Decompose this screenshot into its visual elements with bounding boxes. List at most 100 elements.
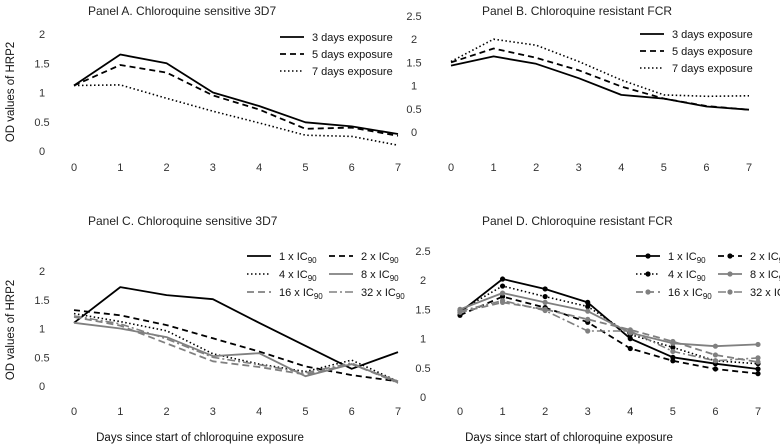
legend-label: 8 x IC90 [750, 269, 780, 283]
series-line [73, 309, 399, 383]
x-tick-label: 0 [71, 406, 77, 418]
legend-label: 1 x IC90 [279, 251, 317, 265]
panel-title: Panel B. Chloroquine resistant FCR [482, 4, 672, 18]
x-tick-label: 6 [349, 162, 355, 174]
data-point [542, 307, 548, 314]
legend-label: 32 x IC90 [361, 287, 405, 301]
x-tick-label: 5 [302, 406, 308, 418]
x-tick-label: 6 [712, 406, 718, 418]
y-tick-label: 0.5 [34, 117, 49, 129]
y-tick-label: 0 [411, 127, 417, 139]
y-tick-label: 1 [39, 88, 45, 100]
x-tick-label: 0 [448, 162, 454, 174]
legend-label: 4 x IC90 [668, 269, 706, 283]
panel-b: Panel B. Chloroquine resistant FCR 0 0.5 1 1… [406, 4, 752, 174]
x-tick-label: 5 [302, 162, 308, 174]
y-tick-label: 1.5 [415, 304, 430, 316]
series-line [459, 278, 759, 370]
series-line [73, 286, 399, 370]
legend-label: 1 x IC90 [668, 251, 706, 265]
y-tick-label: 1.5 [34, 58, 49, 70]
data-point [499, 283, 506, 289]
y-tick-label: 2 [420, 275, 426, 287]
legend-label: 2 x IC90 [361, 251, 399, 265]
series-line [73, 321, 399, 383]
data-point [585, 299, 591, 305]
data-point [712, 352, 719, 358]
legend-label: 16 x IC90 [279, 287, 323, 301]
legend-marker [645, 253, 651, 259]
x-tick-label: 7 [395, 162, 401, 174]
legend-label: 5 days exposure [312, 49, 393, 61]
data-point [627, 336, 633, 342]
x-tick-label: 4 [256, 406, 262, 418]
x-tick-label: 7 [755, 406, 761, 418]
x-tick-label: 6 [703, 162, 709, 174]
data-point [499, 298, 506, 304]
x-tick-label: 4 [627, 406, 633, 418]
data-point [755, 359, 761, 365]
data-point [542, 286, 548, 292]
panel-a: Panel A. Chloroquine sensitive 3D7 0 0.5 1 1… [34, 4, 401, 174]
data-point [585, 308, 591, 314]
x-tick-label: 5 [661, 162, 667, 174]
legend-marker [727, 289, 733, 295]
data-point [585, 328, 591, 334]
panel-d: Panel D. Chloroquine resistant FCR 0 0.5 1 1… [415, 214, 780, 418]
x-tick-label: 2 [533, 162, 539, 174]
y-tick-label: 0.5 [415, 363, 430, 375]
series-line [459, 299, 759, 362]
x-tick-label: 3 [210, 162, 216, 174]
y-axis-label-bottom: OD values of HRP2 [5, 280, 17, 380]
data-point [755, 366, 761, 372]
legend-marker [645, 289, 651, 295]
legend-label: 2 x IC90 [750, 251, 780, 265]
data-point [499, 290, 506, 296]
x-tick-label: 4 [618, 162, 624, 174]
x-tick-label: 0 [71, 162, 77, 174]
y-tick-label: 1 [411, 81, 417, 93]
legend-label: 4 x IC90 [279, 269, 317, 283]
series-line [73, 316, 399, 384]
x-tick-label: 2 [542, 406, 548, 418]
x-tick-label: 5 [670, 406, 676, 418]
data-point [542, 299, 548, 305]
panel-title: Panel A. Chloroquine sensitive 3D7 [88, 4, 276, 18]
x-tick-label: 0 [457, 406, 463, 418]
x-tick-label: 1 [500, 406, 506, 418]
x-tick-label: 7 [395, 406, 401, 418]
series-line [459, 295, 759, 375]
series-line [73, 312, 399, 383]
series-line [73, 315, 399, 384]
legend-label: 3 days exposure [312, 32, 393, 44]
y-tick-label: 2.5 [415, 246, 430, 258]
y-tick-label: 2 [411, 34, 417, 46]
data-point [712, 358, 719, 364]
data-point [670, 344, 676, 350]
legend-marker [727, 253, 733, 259]
x-tick-label: 1 [491, 162, 497, 174]
data-point [670, 338, 676, 345]
legend-marker [727, 271, 733, 277]
data-point [712, 366, 719, 372]
series-line [73, 64, 399, 137]
y-tick-label: 1.5 [406, 57, 421, 69]
data-point [457, 308, 463, 314]
y-tick-label: 2 [39, 266, 45, 278]
y-tick-label: 2.5 [406, 11, 421, 23]
y-tick-label: 0.5 [34, 352, 49, 364]
panel-c: Panel C. Chloroquine sensitive 3D7 0 0.5 1 1… [34, 214, 405, 418]
series-line [73, 53, 399, 135]
legend-label: 7 days exposure [672, 63, 753, 75]
legend-label: 5 days exposure [672, 46, 753, 58]
x-tick-label: 7 [746, 162, 752, 174]
data-point [712, 343, 719, 349]
panel-title: Panel C. Chloroquine sensitive 3D7 [88, 214, 278, 228]
x-tick-label: 3 [585, 406, 591, 418]
legend-label: 3 days exposure [672, 29, 753, 41]
x-tick-label: 1 [117, 406, 123, 418]
y-tick-label: 1 [39, 324, 45, 336]
y-tick-label: 0 [420, 392, 426, 404]
y-tick-label: 1.5 [34, 295, 49, 307]
data-point [627, 345, 633, 352]
